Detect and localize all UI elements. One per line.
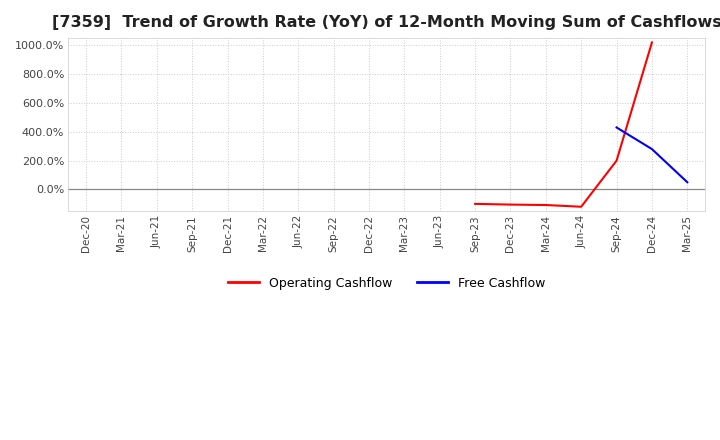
Title: [7359]  Trend of Growth Rate (YoY) of 12-Month Moving Sum of Cashflows: [7359] Trend of Growth Rate (YoY) of 12-… [52, 15, 720, 30]
Legend: Operating Cashflow, Free Cashflow: Operating Cashflow, Free Cashflow [222, 272, 551, 295]
